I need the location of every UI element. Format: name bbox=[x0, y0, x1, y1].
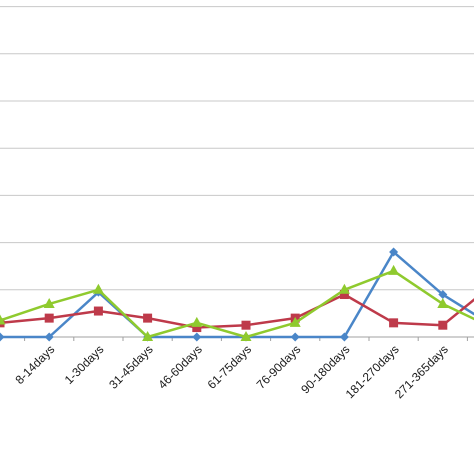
series-3-point bbox=[43, 297, 55, 308]
series-3-point bbox=[240, 331, 252, 341]
x-tick-labels: 8-14days 1-30days 31-45days 46-60days 61-75d… bbox=[13, 342, 474, 401]
gridlines bbox=[0, 6, 474, 291]
series-1-line bbox=[0, 250, 474, 339]
series-1 bbox=[0, 247, 474, 342]
series-2 bbox=[0, 290, 474, 333]
series-3-point bbox=[92, 283, 104, 294]
series-3-point bbox=[437, 297, 449, 308]
x-tick-label: 46-60days bbox=[155, 342, 205, 392]
series-1-point bbox=[290, 332, 300, 342]
series-3-point bbox=[142, 331, 154, 341]
x-tick-label: 61-75days bbox=[205, 342, 255, 392]
series-1-point bbox=[0, 332, 5, 342]
series-3-point bbox=[388, 264, 400, 275]
series-3 bbox=[0, 264, 474, 341]
series-1-point bbox=[389, 247, 399, 257]
series-2-point bbox=[339, 290, 349, 300]
series-2-point bbox=[438, 320, 448, 330]
x-tick-label: 76-90days bbox=[254, 342, 304, 392]
series-1-point bbox=[44, 332, 54, 342]
x-tick-label: 31-45days bbox=[106, 342, 156, 392]
series-3-point bbox=[289, 316, 301, 327]
series-1-point bbox=[339, 332, 349, 342]
series-2-point bbox=[143, 313, 153, 323]
series-2-point bbox=[389, 318, 399, 328]
x-tick-label: 271-365days bbox=[392, 342, 451, 401]
series-3-point bbox=[338, 283, 350, 294]
series-1-point bbox=[438, 290, 448, 300]
series-2-point bbox=[93, 306, 103, 316]
series-3-point bbox=[191, 316, 203, 327]
series-3-point bbox=[0, 314, 6, 325]
x-tick-label: 1-30days bbox=[62, 342, 107, 387]
series-2-point bbox=[192, 323, 202, 333]
series-3-line bbox=[0, 269, 474, 339]
series-1-point bbox=[192, 332, 202, 342]
series-2-point bbox=[44, 313, 54, 323]
series-2-line bbox=[0, 293, 474, 329]
series-lines bbox=[0, 247, 474, 342]
series-2-point bbox=[241, 320, 251, 330]
x-tick-label: 8-14days bbox=[13, 342, 58, 387]
